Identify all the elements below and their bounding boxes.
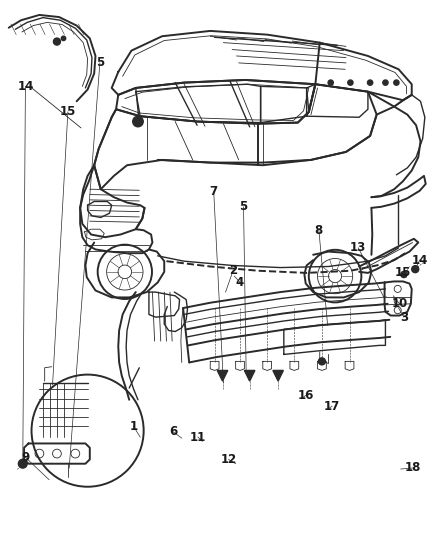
Text: 11: 11 bbox=[190, 431, 206, 443]
Circle shape bbox=[367, 80, 373, 85]
Text: 1: 1 bbox=[130, 420, 138, 433]
Text: 12: 12 bbox=[220, 453, 237, 466]
Circle shape bbox=[383, 80, 388, 85]
Text: 15: 15 bbox=[395, 266, 411, 279]
Polygon shape bbox=[217, 370, 228, 381]
Circle shape bbox=[348, 80, 353, 85]
Polygon shape bbox=[273, 370, 283, 381]
Text: 18: 18 bbox=[404, 462, 421, 474]
Text: 14: 14 bbox=[411, 254, 428, 266]
Circle shape bbox=[18, 459, 27, 468]
Text: 13: 13 bbox=[350, 241, 367, 254]
Text: 14: 14 bbox=[17, 80, 34, 93]
Text: 15: 15 bbox=[60, 106, 76, 118]
Circle shape bbox=[61, 36, 66, 41]
Text: 8: 8 bbox=[315, 224, 323, 237]
Text: 5: 5 bbox=[96, 56, 104, 69]
Text: 16: 16 bbox=[297, 389, 314, 402]
Text: 9: 9 bbox=[21, 451, 29, 464]
Circle shape bbox=[401, 271, 407, 278]
Text: 10: 10 bbox=[391, 297, 408, 310]
Circle shape bbox=[412, 265, 419, 273]
Text: 17: 17 bbox=[324, 400, 340, 413]
Circle shape bbox=[394, 80, 399, 85]
Circle shape bbox=[328, 80, 333, 85]
Circle shape bbox=[133, 116, 143, 127]
Text: 7: 7 bbox=[210, 185, 218, 198]
Text: 6: 6 bbox=[169, 425, 177, 438]
Text: 2: 2 bbox=[229, 264, 237, 277]
Text: 3: 3 bbox=[400, 311, 408, 324]
Text: 5: 5 bbox=[240, 200, 247, 213]
Text: 4: 4 bbox=[236, 276, 244, 289]
Circle shape bbox=[53, 38, 60, 45]
Circle shape bbox=[318, 358, 325, 365]
Polygon shape bbox=[244, 370, 255, 381]
